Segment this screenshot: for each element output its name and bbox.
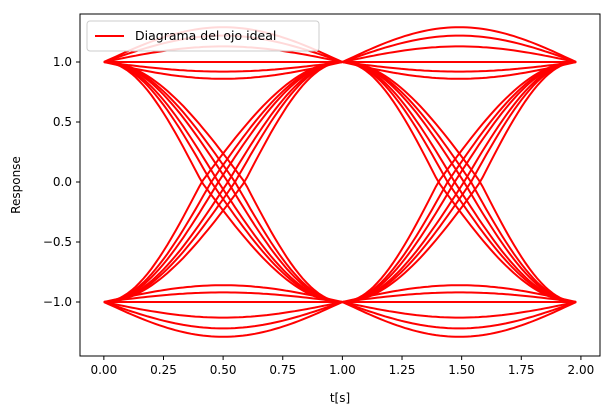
x-tick-label: 2.00 <box>568 363 595 377</box>
eye-trace <box>103 301 343 319</box>
y-tick-label: 1.0 <box>53 55 72 69</box>
x-axis-ticks: 0.00 0.25 0.50 0.75 1.00 1.25 1.50 1.75 2.00 <box>90 356 594 377</box>
x-tick-label: 0.50 <box>210 363 237 377</box>
y-tick-label: −0.5 <box>43 235 72 249</box>
eye-trace <box>342 61 577 73</box>
legend: Diagrama del ojo ideal <box>86 20 320 52</box>
x-tick-label: 0.75 <box>269 363 296 377</box>
x-axis-label: t[s] <box>330 391 350 405</box>
eye-trace <box>342 61 577 303</box>
y-tick-label: −1.0 <box>43 295 72 309</box>
eye-trace <box>342 34 577 63</box>
eye-trace <box>342 61 577 303</box>
eye-trace <box>103 61 343 303</box>
eye-trace <box>103 284 343 303</box>
eye-trace <box>342 61 577 303</box>
y-tick-label: 0.0 <box>53 175 72 189</box>
eye-trace <box>103 301 343 330</box>
eye-trace <box>103 61 343 80</box>
traces-group <box>103 26 577 338</box>
x-tick-label: 1.25 <box>389 363 416 377</box>
eye-trace <box>342 284 577 303</box>
eye-trace <box>342 61 577 303</box>
eye-trace <box>342 45 577 63</box>
plot-frame <box>79 13 601 357</box>
x-tick-label: 1.50 <box>448 363 475 377</box>
eye-trace <box>341 26 577 63</box>
legend-box <box>86 20 320 52</box>
eye-trace <box>342 301 577 319</box>
eye-trace <box>103 291 343 303</box>
eye-trace <box>103 61 343 303</box>
y-tick-label: 0.5 <box>53 115 72 129</box>
y-axis-label: Response <box>9 156 23 214</box>
x-tick-label: 0.25 <box>150 363 177 377</box>
eye-trace <box>342 301 577 330</box>
x-tick-label: 0.00 <box>90 363 117 377</box>
x-tick-label: 1.75 <box>508 363 535 377</box>
y-axis-ticks: 1.0 0.5 0.0 −0.5 −1.0 <box>43 55 80 309</box>
eye-trace <box>103 61 343 73</box>
eye-trace <box>342 291 577 303</box>
eye-trace <box>103 61 343 303</box>
eye-trace <box>103 301 343 338</box>
eye-trace <box>342 61 577 80</box>
eye-trace <box>103 61 343 303</box>
legend-label: Diagrama del ojo ideal <box>135 28 276 43</box>
eye-trace <box>341 301 577 338</box>
eye-trace <box>342 61 577 303</box>
eye-trace <box>103 61 343 303</box>
eye-trace <box>103 61 343 303</box>
x-tick-label: 1.00 <box>329 363 356 377</box>
eye-trace <box>342 61 577 303</box>
